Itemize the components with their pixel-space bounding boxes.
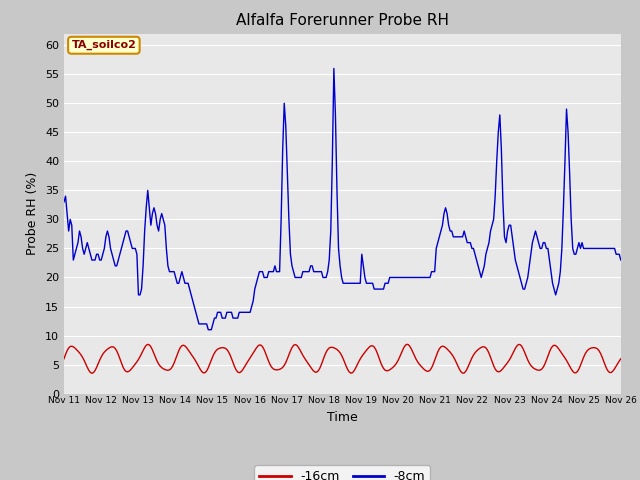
- Title: Alfalfa Forerunner Probe RH: Alfalfa Forerunner Probe RH: [236, 13, 449, 28]
- Y-axis label: Probe RH (%): Probe RH (%): [26, 172, 40, 255]
- Text: TA_soilco2: TA_soilco2: [72, 40, 136, 50]
- Legend: -16cm, -8cm: -16cm, -8cm: [254, 465, 430, 480]
- X-axis label: Time: Time: [327, 411, 358, 424]
